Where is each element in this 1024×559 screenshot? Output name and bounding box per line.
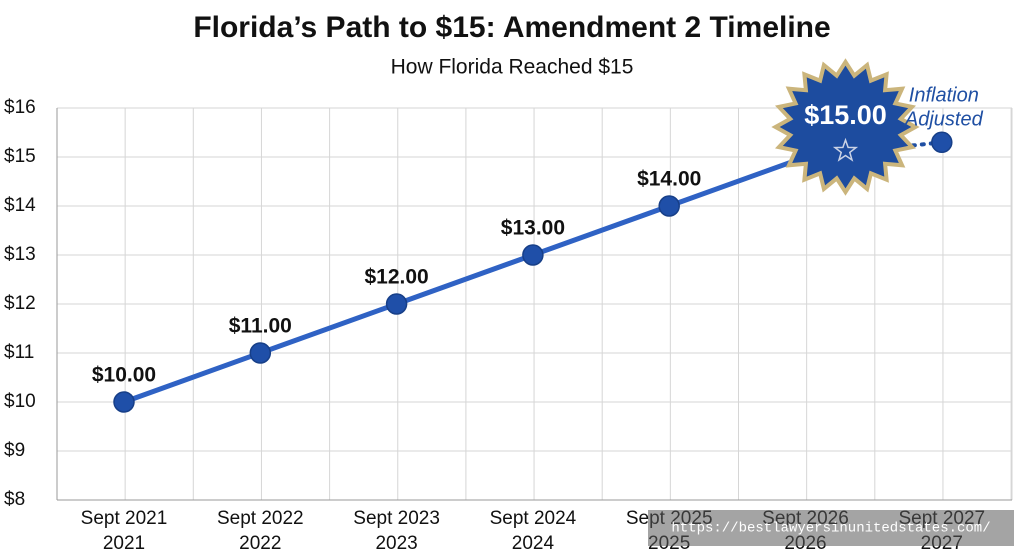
- y-tick-label: $16: [4, 97, 36, 118]
- x-tick-sublabel: 2022: [239, 533, 281, 554]
- data-label: $13.00: [501, 217, 565, 240]
- y-tick-label: $13: [4, 244, 36, 265]
- data-label: $12.00: [364, 266, 428, 289]
- highlight-badge: [771, 58, 920, 196]
- x-tick-label: Sept 2024: [490, 508, 577, 529]
- x-tick-label: Sept 2021: [81, 508, 168, 529]
- point: [522, 244, 544, 266]
- y-tick-label: $11: [4, 342, 34, 363]
- point: [249, 342, 272, 364]
- point: [931, 131, 953, 154]
- x-tick-label: Sept 2023: [353, 508, 440, 529]
- y-tick-label: $12: [4, 293, 36, 314]
- annotation: Adjusted: [904, 108, 984, 130]
- point: [113, 391, 135, 413]
- x-tick-label: Sept 2022: [217, 508, 304, 529]
- y-tick-label: $15: [4, 146, 36, 167]
- chart-subtitle: How Florida Reached $15: [391, 56, 634, 79]
- point: [385, 293, 408, 315]
- y-tick-label: $14: [4, 195, 36, 216]
- point: [658, 195, 680, 217]
- x-tick-sublabel: 2023: [375, 533, 417, 554]
- data-label: $14.00: [637, 168, 701, 191]
- data-label: $10.00: [92, 364, 156, 387]
- x-tick-sublabel: 2024: [512, 533, 555, 554]
- x-tick-sublabel: 2021: [103, 533, 145, 554]
- y-tick-label: $10: [4, 391, 36, 412]
- watermark: https://bestlawyersinunitedstates.com/: [671, 521, 990, 537]
- data-label: $11.00: [229, 315, 292, 338]
- y-tick-label: $9: [4, 440, 25, 461]
- y-tick-label: $8: [4, 489, 25, 510]
- star-icon: [832, 137, 859, 162]
- data-label: $15.00: [804, 100, 887, 130]
- watermark-box: [648, 510, 1014, 546]
- line: [121, 154, 808, 405]
- chart-title: Florida’s Path to $15: Amendment 2 Timel…: [193, 11, 830, 44]
- annotation: Inflation: [909, 84, 979, 106]
